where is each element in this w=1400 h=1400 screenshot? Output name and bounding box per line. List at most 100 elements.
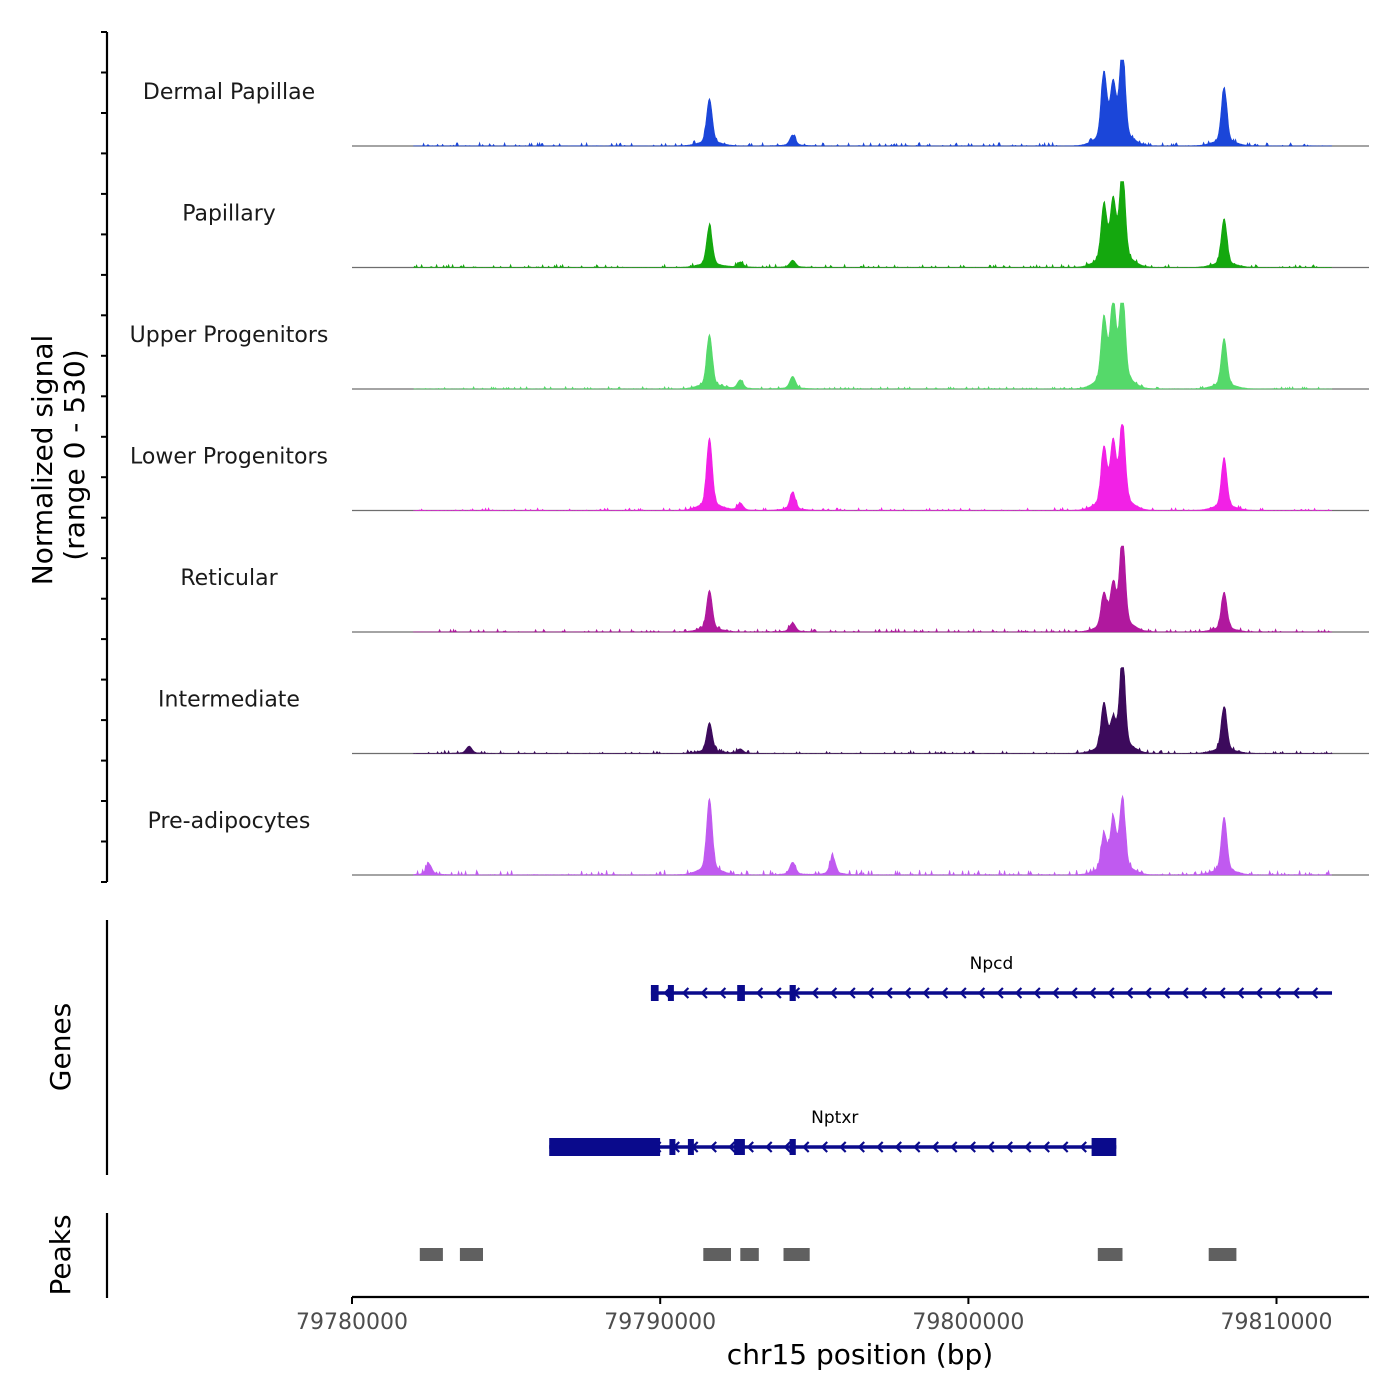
track-reticular: Reticular (180, 545, 1369, 633)
exon (789, 985, 796, 1001)
strand-arrow (774, 987, 782, 999)
strand-arrow (681, 987, 690, 999)
strand-arrow (1144, 987, 1152, 999)
coverage-y-ticks (101, 31, 107, 883)
coverage-y-label-line1: Normalized signal (26, 335, 59, 586)
peaks-axis-label: Peaks (44, 1214, 77, 1295)
signal-area (413, 181, 1332, 269)
strand-arrow (1088, 987, 1097, 999)
strand-arrow (1218, 987, 1226, 999)
exon (734, 1139, 745, 1155)
gene-models: Npcd Nptxr (549, 954, 1333, 1156)
strand-arrow (765, 1141, 773, 1153)
strand-arrow (1033, 987, 1041, 999)
exon (667, 985, 674, 1001)
genes-axis-label: Genes (44, 1003, 77, 1091)
strand-arrow (839, 1141, 847, 1153)
strand-arrow (1024, 1141, 1032, 1153)
strand-arrow (1061, 1141, 1069, 1153)
peak-region (419, 1248, 443, 1261)
strand-arrow (700, 987, 708, 999)
strand-arrow (820, 1141, 828, 1153)
peak-region (740, 1248, 759, 1261)
strand-arrow (1255, 987, 1263, 999)
strand-arrow (746, 1141, 754, 1153)
strand-arrow (1162, 987, 1171, 999)
strand-arrow (728, 1141, 736, 1153)
exon (549, 1138, 661, 1156)
strand-arrow (1070, 987, 1078, 999)
strand-arrow (950, 1141, 958, 1153)
x-tick-label: 79810000 (1221, 1310, 1333, 1335)
strand-arrow (996, 987, 1004, 999)
coverage-tracks: Dermal Papillae Papillary Upper Progenitor… (130, 59, 1369, 876)
exon (737, 985, 745, 1001)
gene-name: Nptxr (811, 1108, 858, 1128)
strand-arrow (811, 987, 819, 999)
strand-arrow (1079, 1141, 1087, 1153)
strand-arrow (940, 987, 949, 999)
signal-area (413, 794, 1332, 876)
strand-arrow (848, 987, 856, 999)
strand-arrow (922, 987, 930, 999)
strand-arrow (1107, 987, 1115, 999)
track-label: Upper Progenitors (130, 323, 329, 348)
strand-arrow (987, 1141, 995, 1153)
strand-arrow (802, 1141, 810, 1153)
peak-region (459, 1248, 483, 1261)
peak-region (703, 1248, 731, 1261)
exon (650, 985, 659, 1001)
track-label: Lower Progenitors (130, 445, 328, 470)
strand-arrow (894, 1141, 902, 1153)
strand-arrow (931, 1141, 939, 1153)
gene-npcd: Npcd (650, 954, 1333, 1001)
track-dermal-papillae: Dermal Papillae (143, 59, 1369, 147)
track-intermediate: Intermediate (158, 667, 1369, 755)
track-upper-progenitors: Upper Progenitors (130, 302, 1369, 390)
peak-regions (419, 1248, 1237, 1261)
strand-arrow (968, 1141, 976, 1153)
peak-region (1097, 1248, 1123, 1261)
strand-arrow (1273, 987, 1282, 999)
strand-arrow (977, 987, 986, 999)
strand-arrow (709, 1141, 717, 1153)
strand-arrow (959, 987, 967, 999)
strand-arrow (1310, 987, 1319, 999)
gene-name: Npcd (970, 954, 1014, 974)
track-label: Pre-adipocytes (148, 809, 311, 834)
signal-area (413, 424, 1333, 512)
strand-arrow (783, 1141, 791, 1153)
coverage-y-label-line2: (range 0 - 530) (58, 349, 91, 560)
strand-arrow (885, 987, 893, 999)
track-papillary: Papillary (182, 181, 1369, 269)
track-label: Dermal Papillae (143, 80, 315, 105)
track-label: Reticular (180, 566, 278, 591)
x-tick-label: 79790000 (604, 1310, 716, 1335)
strand-arrow (1125, 987, 1134, 999)
exon (687, 1139, 694, 1155)
strand-arrow (903, 987, 912, 999)
x-tick-label: 79780000 (296, 1310, 408, 1335)
strand-arrow (1051, 987, 1060, 999)
track-lower-progenitors: Lower Progenitors (130, 424, 1369, 512)
exon (669, 1139, 676, 1155)
track-label: Papillary (182, 202, 276, 227)
track-label: Intermediate (158, 688, 300, 713)
strand-arrow (1042, 1141, 1050, 1153)
signal-area (413, 302, 1333, 390)
signal-area (413, 59, 1333, 147)
x-axis-label: chr15 position (bp) (727, 1338, 993, 1371)
strand-arrow (876, 1141, 884, 1153)
x-tick-label: 79800000 (912, 1310, 1024, 1335)
strand-arrow (829, 987, 838, 999)
strand-arrow (1014, 987, 1023, 999)
strand-arrow (755, 987, 764, 999)
exon (789, 1139, 796, 1155)
track-pre-adipocytes: Pre-adipocytes (148, 794, 1369, 876)
signal-area (413, 667, 1333, 755)
strand-arrow (1236, 987, 1245, 999)
strand-arrow (857, 1141, 865, 1153)
strand-arrow (866, 987, 875, 999)
signal-area (413, 545, 1333, 633)
